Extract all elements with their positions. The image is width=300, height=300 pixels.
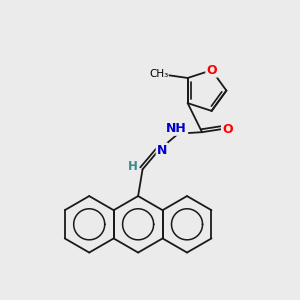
Text: N: N: [157, 143, 167, 157]
Text: O: O: [206, 64, 217, 77]
Text: NH: NH: [167, 122, 187, 135]
Text: H: H: [128, 160, 138, 173]
Text: O: O: [222, 123, 232, 136]
Text: CH₃: CH₃: [149, 68, 168, 79]
